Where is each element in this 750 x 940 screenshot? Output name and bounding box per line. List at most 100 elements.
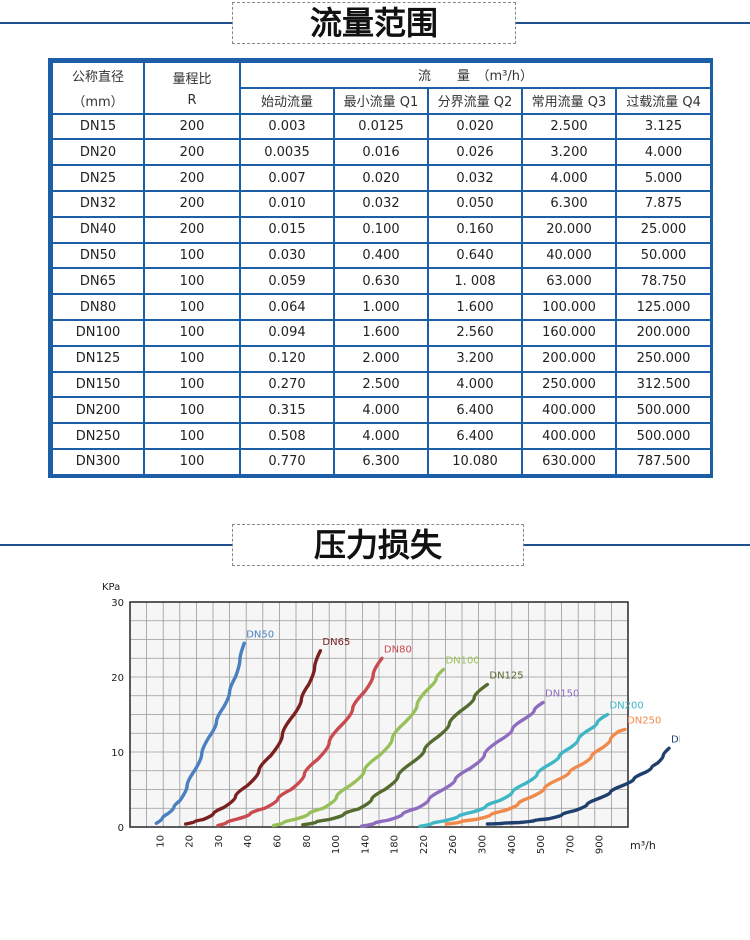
table-cell: 6.300 bbox=[521, 189, 617, 218]
cell-nominal-diameter: DN200 bbox=[51, 396, 145, 425]
series-label-dn100: DN100 bbox=[445, 656, 479, 667]
cell-nominal-diameter: DN20 bbox=[51, 138, 145, 167]
table-row: DN300 100 0.770 6.300 10.080 630.000 787.500 bbox=[51, 447, 713, 476]
series-line-dn150 bbox=[359, 700, 545, 828]
table-cell: 100 bbox=[143, 396, 241, 425]
table-subheader-row: 始动流量 最小流量 Q1 分界流量 Q2 常用流量 Q3 过载流量 Q4 bbox=[52, 86, 713, 115]
table-cell: 0.064 bbox=[239, 293, 335, 321]
y-axis-label: KPa bbox=[102, 582, 120, 593]
table-cell: 2.560 bbox=[427, 318, 523, 347]
table-cell: 0.007 bbox=[239, 164, 335, 192]
table-cell: 4.000 bbox=[521, 164, 617, 192]
table-cell: 0.508 bbox=[239, 422, 335, 450]
table-cell: 6.400 bbox=[427, 396, 523, 425]
table-cell: 7.875 bbox=[614, 189, 713, 218]
header-flow-col: 始动流量 bbox=[239, 86, 335, 115]
table-row: DN25 200 0.007 0.020 0.032 4.000 5.000 bbox=[51, 164, 713, 192]
table-cell: 200 bbox=[143, 189, 241, 218]
x-axis-label: m³/h bbox=[630, 839, 656, 852]
table-cell: 200.000 bbox=[614, 318, 713, 347]
table-row: DN150 100 0.270 2.500 4.000 250.000 312.500 bbox=[51, 370, 713, 399]
table-cell: 50.000 bbox=[614, 241, 713, 270]
table-row: DN15 200 0.003 0.0125 0.020 2.500 3.125 bbox=[51, 112, 713, 141]
flow-range-table: 公称直径 （mm） 量程比 R 流 量 （m³/h） 始动流量 最小流量 Q1 分界… bbox=[48, 58, 713, 478]
table-cell: 1.000 bbox=[333, 293, 429, 321]
table-cell: 100 bbox=[143, 267, 241, 296]
header-ratio-label: 量程比 bbox=[172, 71, 212, 87]
table-cell: 312.500 bbox=[614, 370, 713, 399]
table-row: DN50 100 0.030 0.400 0.640 40.000 50.000 bbox=[51, 241, 713, 270]
table-cell: 100 bbox=[143, 447, 241, 476]
cell-nominal-diameter: DN80 bbox=[51, 293, 145, 321]
table-cell: 400.000 bbox=[521, 396, 617, 425]
x-tick-label: 100 bbox=[331, 835, 342, 854]
table-cell: 0.020 bbox=[333, 164, 429, 192]
cell-nominal-diameter: DN65 bbox=[51, 267, 145, 296]
cell-nominal-diameter: DN15 bbox=[51, 112, 145, 141]
table-body: DN15 200 0.003 0.0125 0.020 2.500 3.125 DN20 200… bbox=[51, 112, 713, 476]
table-cell: 25.000 bbox=[614, 215, 713, 244]
x-tick-label: 220 bbox=[419, 835, 430, 854]
table-cell: 63.000 bbox=[521, 267, 617, 296]
series-label-dn65: DN65 bbox=[322, 637, 350, 648]
header-rule-left bbox=[0, 22, 232, 24]
table-cell: 0.315 bbox=[239, 396, 335, 425]
series-line-dn100 bbox=[271, 667, 446, 828]
header-flow-col: 分界流量 Q2 bbox=[427, 86, 523, 115]
flow-table: 公称直径 （mm） 量程比 R 流 量 （m³/h） 始动流量 最小流量 Q1 分界… bbox=[51, 61, 713, 476]
table-row: DN125 100 0.120 2.000 3.200 200.000 250.000 bbox=[51, 344, 713, 373]
table-cell: 0.020 bbox=[427, 112, 523, 141]
series-label-dn50: DN50 bbox=[246, 629, 274, 640]
table-cell: 20.000 bbox=[521, 215, 617, 244]
cell-nominal-diameter: DN50 bbox=[51, 241, 145, 270]
table-cell: 0.0035 bbox=[239, 138, 335, 167]
cell-nominal-diameter: DN32 bbox=[51, 189, 145, 218]
x-tick-label: 700 bbox=[565, 835, 576, 854]
table-cell: 100 bbox=[143, 293, 241, 321]
table-cell: 5.000 bbox=[614, 164, 713, 192]
pressure-loss-chart: 0 10 20 30 KPa 10 20 30 40 60 80 100 140 180 220 260 300… bbox=[100, 572, 705, 872]
section-title: 流量范围 bbox=[232, 2, 516, 44]
cell-nominal-diameter: DN250 bbox=[51, 422, 145, 450]
table-cell: 4.000 bbox=[614, 138, 713, 167]
table-cell: 3.200 bbox=[427, 344, 523, 373]
table-cell: 6.400 bbox=[427, 422, 523, 450]
table-cell: 0.032 bbox=[427, 164, 523, 192]
table-cell: 40.000 bbox=[521, 241, 617, 270]
table-cell: 2.500 bbox=[521, 112, 617, 141]
table-cell: 787.500 bbox=[614, 447, 713, 476]
series-label-dn250: DN250 bbox=[627, 716, 661, 727]
cell-nominal-diameter: DN25 bbox=[51, 164, 145, 192]
table-row: DN65 100 0.059 0.630 1. 008 63.000 78.750 bbox=[51, 267, 713, 296]
section-header-pressure-loss: 压力损失 bbox=[0, 524, 750, 570]
table-cell: 0.016 bbox=[333, 138, 429, 167]
x-tick-label: 30 bbox=[214, 835, 225, 848]
table-cell: 500.000 bbox=[614, 422, 713, 450]
table-cell: 0.400 bbox=[333, 241, 429, 270]
y-tick-label: 30 bbox=[111, 598, 124, 609]
table-cell: 100 bbox=[143, 422, 241, 450]
series-label-dn150: DN150 bbox=[545, 689, 579, 700]
x-tick-label: 180 bbox=[390, 835, 401, 854]
series-label-dn80: DN80 bbox=[384, 644, 412, 655]
table-cell: 0.032 bbox=[333, 189, 429, 218]
table-cell: 400.000 bbox=[521, 422, 617, 450]
table-cell: 78.750 bbox=[614, 267, 713, 296]
x-tick-label: 80 bbox=[302, 835, 313, 848]
section-title: 压力损失 bbox=[232, 524, 524, 566]
table-cell: 0.0125 bbox=[333, 112, 429, 141]
series-label-dn300: DN300 bbox=[671, 734, 680, 745]
x-tick-label: 900 bbox=[595, 835, 606, 854]
table-cell: 0.120 bbox=[239, 344, 335, 373]
x-tick-label: 140 bbox=[360, 835, 371, 854]
table-cell: 1.600 bbox=[333, 318, 429, 347]
table-row: DN40 200 0.015 0.100 0.160 20.000 25.000 bbox=[51, 215, 713, 244]
table-cell: 0.100 bbox=[333, 215, 429, 244]
header-flow-col: 常用流量 Q3 bbox=[521, 86, 617, 115]
series-line-dn65 bbox=[183, 649, 323, 826]
header-nominal-diameter: 公称直径 （mm） bbox=[51, 61, 145, 115]
table-cell: 100 bbox=[143, 344, 241, 373]
table-cell: 200 bbox=[143, 138, 241, 167]
table-cell: 0.160 bbox=[427, 215, 523, 244]
cell-nominal-diameter: DN40 bbox=[51, 215, 145, 244]
